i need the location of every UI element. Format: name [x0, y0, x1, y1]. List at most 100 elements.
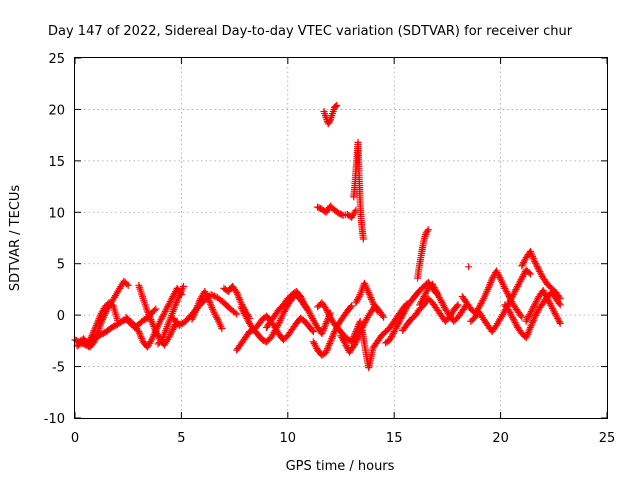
data-point — [552, 311, 560, 319]
x-tick-labels: 0 5 10 15 20 25 — [71, 431, 615, 446]
x-tick-label: 20 — [492, 431, 509, 446]
data-point — [505, 307, 513, 315]
data-point — [233, 289, 241, 297]
data-point — [539, 286, 547, 294]
data-point — [149, 321, 157, 329]
data-point — [501, 284, 509, 292]
series-arc-29 — [350, 138, 367, 243]
data-point — [241, 311, 249, 319]
data-point — [189, 312, 197, 320]
data-point — [509, 291, 517, 299]
data-point — [421, 291, 429, 299]
data-point — [209, 305, 217, 313]
data-point — [97, 311, 105, 319]
data-point — [95, 315, 103, 323]
data-point — [529, 317, 537, 325]
data-point — [530, 303, 538, 311]
y-tick-label: 10 — [48, 206, 65, 221]
data-point — [196, 296, 204, 304]
data-point — [440, 302, 448, 310]
data-point — [94, 316, 102, 324]
data-point — [432, 287, 440, 295]
data-point — [168, 327, 176, 335]
data-point — [160, 311, 168, 319]
data-point — [372, 305, 380, 313]
data-point — [395, 318, 403, 326]
data-point — [168, 294, 176, 302]
data-point — [530, 256, 538, 264]
data-point — [164, 303, 172, 311]
data-point — [151, 326, 159, 334]
data-point — [543, 295, 551, 303]
data-point — [397, 314, 405, 322]
data-point — [533, 308, 541, 316]
data-point — [136, 331, 144, 339]
data-point — [537, 271, 545, 279]
data-point — [174, 295, 182, 303]
data-point — [170, 291, 178, 299]
data-point — [280, 307, 288, 315]
data-point — [529, 304, 537, 312]
data-point — [487, 277, 495, 285]
data-point — [535, 266, 543, 274]
data-point — [322, 305, 330, 313]
data-point — [352, 337, 360, 345]
data-point — [96, 313, 104, 321]
data-point — [156, 317, 164, 325]
data-point — [342, 342, 350, 350]
data-point — [192, 307, 200, 315]
data-point — [417, 298, 425, 306]
data-point — [323, 346, 331, 354]
data-point — [503, 289, 511, 297]
data-point — [351, 340, 359, 348]
data-point — [234, 292, 242, 300]
data-point — [394, 319, 402, 327]
data-point — [167, 296, 175, 304]
data-point — [496, 273, 504, 281]
data-point — [331, 328, 339, 336]
data-point — [518, 262, 526, 270]
data-point — [114, 316, 122, 324]
data-point — [424, 226, 432, 234]
data-point — [527, 249, 535, 257]
data-point — [430, 284, 438, 292]
data-point — [392, 324, 400, 332]
data-point — [371, 304, 379, 312]
data-point — [532, 310, 540, 318]
data-point — [326, 338, 334, 346]
data-point — [526, 270, 534, 278]
data-point — [297, 294, 305, 302]
data-point — [416, 301, 424, 309]
data-point — [506, 309, 514, 317]
data-point — [240, 309, 248, 317]
data-point — [529, 254, 537, 262]
data-point — [545, 298, 553, 306]
data-point — [556, 295, 564, 303]
data-point — [88, 332, 96, 340]
data-point — [207, 291, 215, 299]
data-point — [352, 328, 360, 336]
data-point — [312, 343, 320, 351]
data-point — [242, 313, 250, 321]
data-point — [486, 280, 494, 288]
data-point — [326, 117, 334, 125]
data-point — [401, 306, 409, 314]
data-point — [319, 328, 327, 336]
data-point — [165, 299, 173, 307]
series-arc-5 — [135, 281, 181, 349]
x-tick-label: 0 — [71, 431, 79, 446]
data-point — [238, 305, 246, 313]
data-point — [525, 327, 533, 335]
data-point — [190, 310, 198, 318]
data-point — [369, 299, 377, 307]
data-point — [138, 334, 146, 342]
data-point — [213, 314, 221, 322]
data-point — [555, 318, 563, 326]
data-point — [170, 324, 178, 332]
data-point — [169, 326, 177, 334]
data-point — [524, 330, 532, 338]
data-point — [353, 324, 361, 332]
data-point — [236, 297, 244, 305]
data-point — [188, 315, 196, 323]
data-point — [434, 290, 442, 298]
